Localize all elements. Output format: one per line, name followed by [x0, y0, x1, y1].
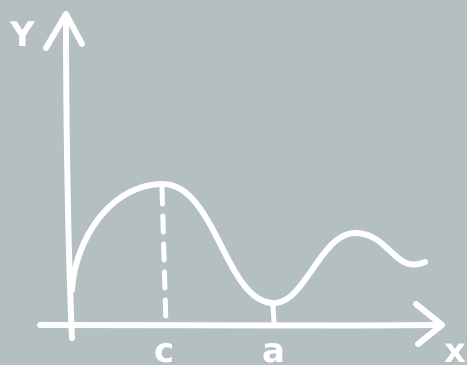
x-axis-label: x	[444, 331, 466, 365]
y-axis	[63, 15, 75, 341]
y-axis-label: Y	[9, 15, 35, 55]
point-a-label: a	[262, 331, 285, 365]
dashed-max-line	[159, 185, 169, 328]
y-axis-arrowhead	[43, 11, 85, 51]
tick-a	[270, 302, 277, 326]
x-axis	[37, 322, 443, 329]
point-c-label: c	[154, 331, 174, 365]
function-curve	[69, 180, 428, 306]
x-axis-arrowhead	[413, 301, 445, 347]
